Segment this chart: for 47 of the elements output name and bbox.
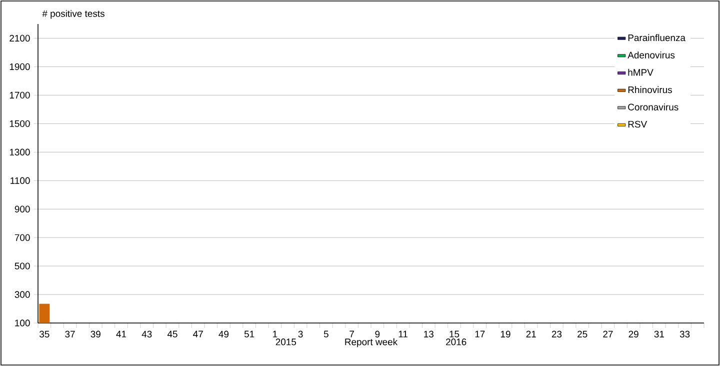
y-tick-label: 2100 (10, 34, 30, 42)
y-tick-label: 1900 (10, 63, 30, 70)
legend-label: Rhinovirus (628, 86, 672, 94)
x-tick-label: 7 (350, 330, 354, 338)
x-tick-label: 37 (65, 330, 75, 338)
x-tick-label: 17 (475, 330, 485, 338)
legend-label: hMPV (628, 68, 654, 76)
x-tick-label: 29 (628, 330, 638, 338)
x-axis-title: Report week (345, 338, 398, 348)
x-tick-label: 39 (90, 330, 100, 338)
legend-label: Parainfluenza (628, 34, 686, 42)
x-tick-label: 23 (552, 330, 562, 338)
y-tick-label: 300 (14, 291, 30, 298)
x-tick-label: 1 (273, 330, 278, 338)
x-tick-label: 35 (40, 330, 50, 338)
x-tick-label: 43 (142, 330, 152, 338)
text: 2015 (276, 338, 296, 346)
x-tick-label: 49 (218, 330, 229, 338)
y-tick-label: 1300 (10, 148, 30, 156)
x-tick-label: 25 (578, 330, 588, 338)
x-tick-label: 27 (603, 330, 613, 338)
y-axis-title: # positive tests (42, 10, 104, 19)
x-tick-label: 9 (375, 330, 380, 338)
x-tick-label: 5 (324, 330, 328, 338)
x-tick-label: 31 (654, 330, 664, 338)
x-tick-label: 47 (193, 330, 203, 338)
y-tick-label: 100 (15, 320, 30, 326)
legend-label: Adenovirus (628, 52, 675, 58)
legend-label: RSV (628, 120, 648, 128)
x-tick-label: 45 (167, 330, 178, 338)
x-tick-label: 33 (680, 330, 690, 338)
x-tick-label: 3 (298, 330, 303, 338)
legend-label: Coronavirus (628, 104, 678, 110)
x-tick-label: 11 (398, 330, 408, 338)
y-tick-label: 700 (14, 234, 30, 241)
x-tick-label: 51 (244, 330, 254, 338)
y-tick-label: 1100 (10, 177, 30, 184)
y-tick-label: 500 (14, 262, 30, 270)
x-tick-label: 41 (116, 330, 126, 338)
x-tick-label: 19 (500, 330, 510, 338)
y-tick-label: 1500 (10, 120, 30, 128)
y-tick-label: 900 (14, 206, 30, 212)
text: 2016 (446, 338, 466, 346)
y-tick-label: 1700 (10, 92, 30, 99)
x-tick-label: 15 (450, 330, 460, 338)
x-tick-label: 21 (526, 330, 536, 338)
x-tick-label: 13 (424, 330, 434, 338)
